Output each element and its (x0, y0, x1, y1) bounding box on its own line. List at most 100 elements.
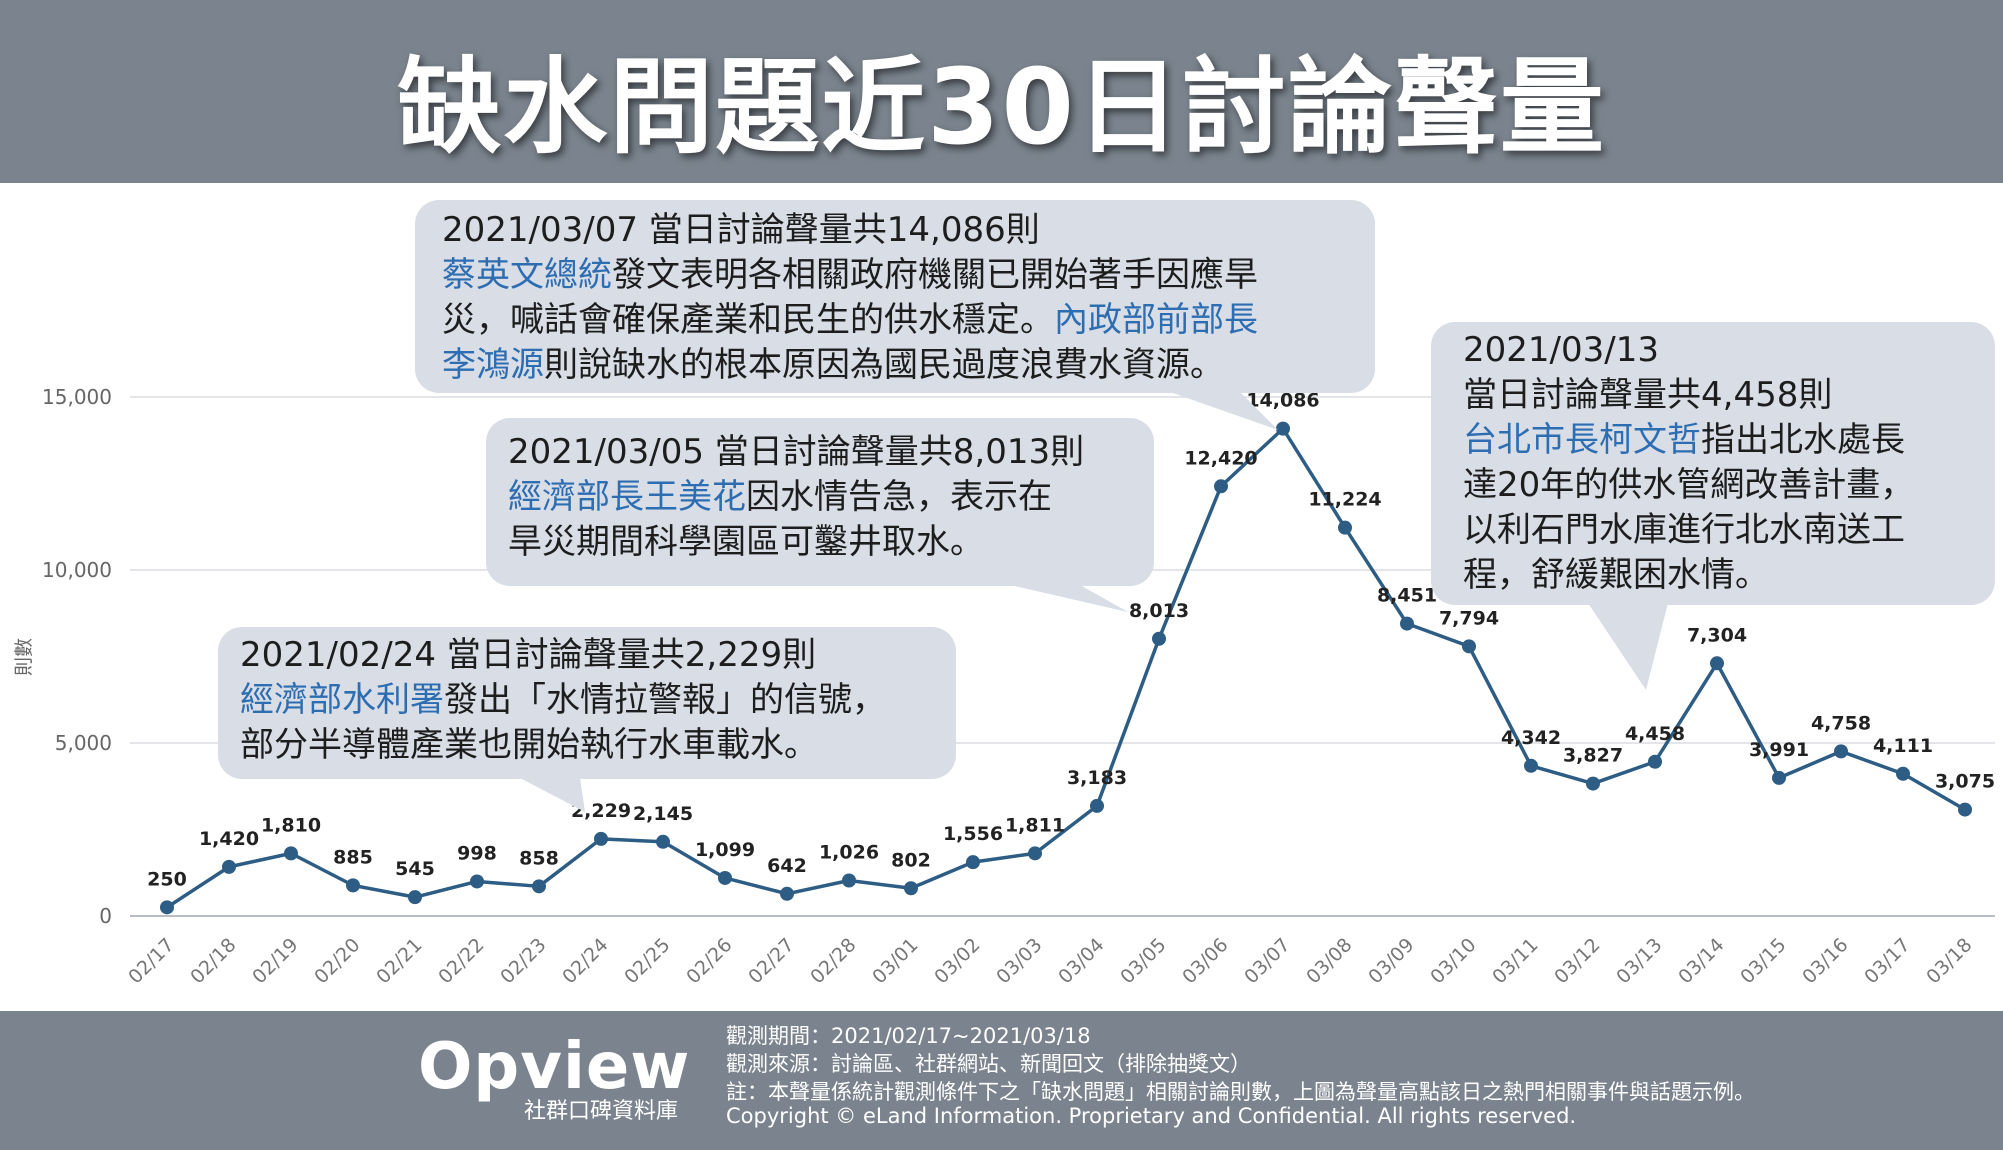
value-label: 858 (519, 847, 559, 869)
data-point (470, 874, 484, 889)
annotation-line: 災，喊話會確保產業和民生的供水穩定。內政部前部長 (442, 298, 1375, 343)
footer-source: 觀測來源：討論區、社群網站、新聞回文（排除抽獎文） (726, 1052, 1251, 1076)
annotation-line: 2021/02/24 當日討論聲量共2,229則 (240, 633, 956, 678)
value-label: 3,991 (1749, 739, 1809, 761)
footer-bar (0, 1011, 2003, 1150)
annotation-text: 部分半導體產業也開始執行水車載水。 (240, 725, 818, 765)
data-point (1958, 802, 1972, 817)
value-label: 4,342 (1501, 727, 1561, 749)
tail-feb24 (520, 778, 585, 812)
data-point (966, 855, 980, 870)
value-label: 3,183 (1067, 767, 1127, 789)
annotation-highlight: 經濟部水利署 (240, 680, 444, 720)
data-point (1276, 421, 1290, 436)
value-label: 7,304 (1687, 624, 1747, 646)
annotation-line: 2021/03/07 當日討論聲量共14,086則 (442, 208, 1375, 253)
annotation-text: 發出「水情拉警報」的信號， (444, 680, 886, 720)
footer-note: 註：本聲量係統計觀測條件下之「缺水問題」相關討論則數，上圖為聲量高點該日之熱門相… (726, 1080, 1755, 1104)
value-label: 14,086 (1246, 390, 1319, 412)
value-label: 11,224 (1308, 489, 1381, 511)
value-label: 8,451 (1377, 585, 1437, 607)
value-label: 885 (333, 846, 373, 868)
data-point (1524, 758, 1538, 773)
annotation-mar13: 2021/03/13 當日討論聲量共4,458則 台北市長柯文哲指出北水處長達20年… (1431, 322, 1995, 605)
value-label: 802 (891, 849, 931, 871)
annotation-highlight: 經濟部長王美花 (508, 477, 746, 517)
value-label: 4,111 (1873, 735, 1933, 757)
annotation-line: 蔡英文總統發文表明各相關政府機關已開始著手因應旱 (442, 253, 1375, 298)
data-point (780, 886, 794, 901)
data-point (1896, 766, 1910, 781)
annotation-line: 達20年的供水管網改善計畫， (1463, 463, 1995, 508)
annotation-text: 當日討論聲量共4,458則 (1463, 375, 1833, 415)
data-point (594, 831, 608, 846)
series-line (166, 426, 1966, 909)
data-point (1462, 639, 1476, 654)
annotation-line: 以利石門水庫進行北水南送工 (1463, 508, 1995, 553)
value-label: 4,758 (1811, 712, 1871, 734)
annotation-line: 程，舒緩艱困水情。 (1463, 553, 1995, 598)
annotation-line: 2021/03/05 當日討論聲量共8,013則 (508, 430, 1154, 475)
value-label: 8,013 (1129, 600, 1189, 622)
tail-mar07 (1170, 392, 1278, 430)
value-label: 12,420 (1184, 447, 1257, 469)
logo-subtitle: 社群口碑資料庫 (524, 1099, 679, 1124)
data-point (718, 870, 732, 885)
y-tick-label: 15,000 (42, 385, 112, 409)
annotation-line: 2021/03/13 (1463, 328, 1995, 373)
annotation-text: 達20年的供水管網改善計畫， (1463, 465, 1915, 505)
annotation-text: 發文表明各相關政府機關已開始著手因應旱 (612, 255, 1258, 295)
y-tick-label: 5,000 (55, 731, 112, 755)
annotation-text: 指出北水處長 (1701, 420, 1905, 460)
annotation-text: 則說缺水的根本原因為國民過度浪費水資源。 (544, 345, 1224, 385)
data-point (532, 879, 546, 894)
annotation-mar07: 2021/03/07 當日討論聲量共14,086則 蔡英文總統發文表明各相關政府機… (415, 200, 1375, 393)
value-label: 7,794 (1439, 607, 1499, 629)
y-axis-label: 則數 (13, 638, 35, 676)
annotation-line: 經濟部長王美花因水情告急，表示在 (508, 475, 1154, 520)
annotation-highlight: 台北市長柯文哲 (1463, 420, 1701, 460)
annotation-highlight: 內政部前部長 (1054, 300, 1258, 340)
value-label: 545 (395, 858, 435, 880)
annotation-text: 2021/03/07 當日討論聲量共14,086則 (442, 210, 1040, 250)
tail-mar05 (1010, 585, 1128, 612)
page-title: 缺水問題近30日討論聲量 (397, 46, 1606, 168)
annotation-line: 李鴻源則說缺水的根本原因為國民過度浪費水資源。 (442, 343, 1375, 388)
value-label: 1,811 (1005, 814, 1065, 836)
annotation-text: 2021/03/05 當日討論聲量共8,013則 (508, 432, 1085, 472)
annotation-highlight: 李鴻源 (442, 345, 544, 385)
value-label: 1,420 (199, 828, 259, 850)
data-point (1586, 776, 1600, 791)
annotation-line: 經濟部水利署發出「水情拉警報」的信號， (240, 678, 956, 723)
value-label: 1,810 (261, 814, 321, 836)
annotation-text: 以利石門水庫進行北水南送工 (1463, 510, 1905, 550)
data-point (222, 859, 236, 874)
footer-period: 觀測期間：2021/02/17~2021/03/18 (726, 1024, 1091, 1048)
data-point (284, 846, 298, 861)
value-label: 998 (457, 842, 497, 864)
data-point (1090, 798, 1104, 813)
annotation-feb24: 2021/02/24 當日討論聲量共2,229則 經濟部水利署發出「水情拉警報」的… (218, 627, 956, 779)
data-point (1214, 479, 1228, 494)
value-label: 250 (147, 868, 187, 890)
annotation-line: 旱災期間科學園區可鑿井取水。 (508, 520, 1154, 565)
annotation-text: 旱災期間科學園區可鑿井取水。 (508, 522, 984, 562)
data-point (1338, 520, 1352, 535)
data-point (904, 881, 918, 896)
data-point (1028, 846, 1042, 861)
data-point (1152, 631, 1166, 646)
value-label: 2,229 (571, 800, 631, 822)
annotation-text: 災，喊話會確保產業和民生的供水穩定。 (442, 300, 1054, 340)
y-tick-label: 0 (99, 904, 112, 928)
annotation-text: 程，舒緩艱困水情。 (1463, 555, 1769, 595)
data-point (1648, 754, 1662, 769)
data-point (1400, 616, 1414, 631)
data-point (842, 873, 856, 888)
data-point (1772, 770, 1786, 785)
value-label: 2,145 (633, 803, 693, 825)
value-label: 3,827 (1563, 745, 1623, 767)
data-point (656, 834, 670, 849)
data-point (1710, 656, 1724, 671)
value-label: 3,075 (1935, 771, 1995, 793)
